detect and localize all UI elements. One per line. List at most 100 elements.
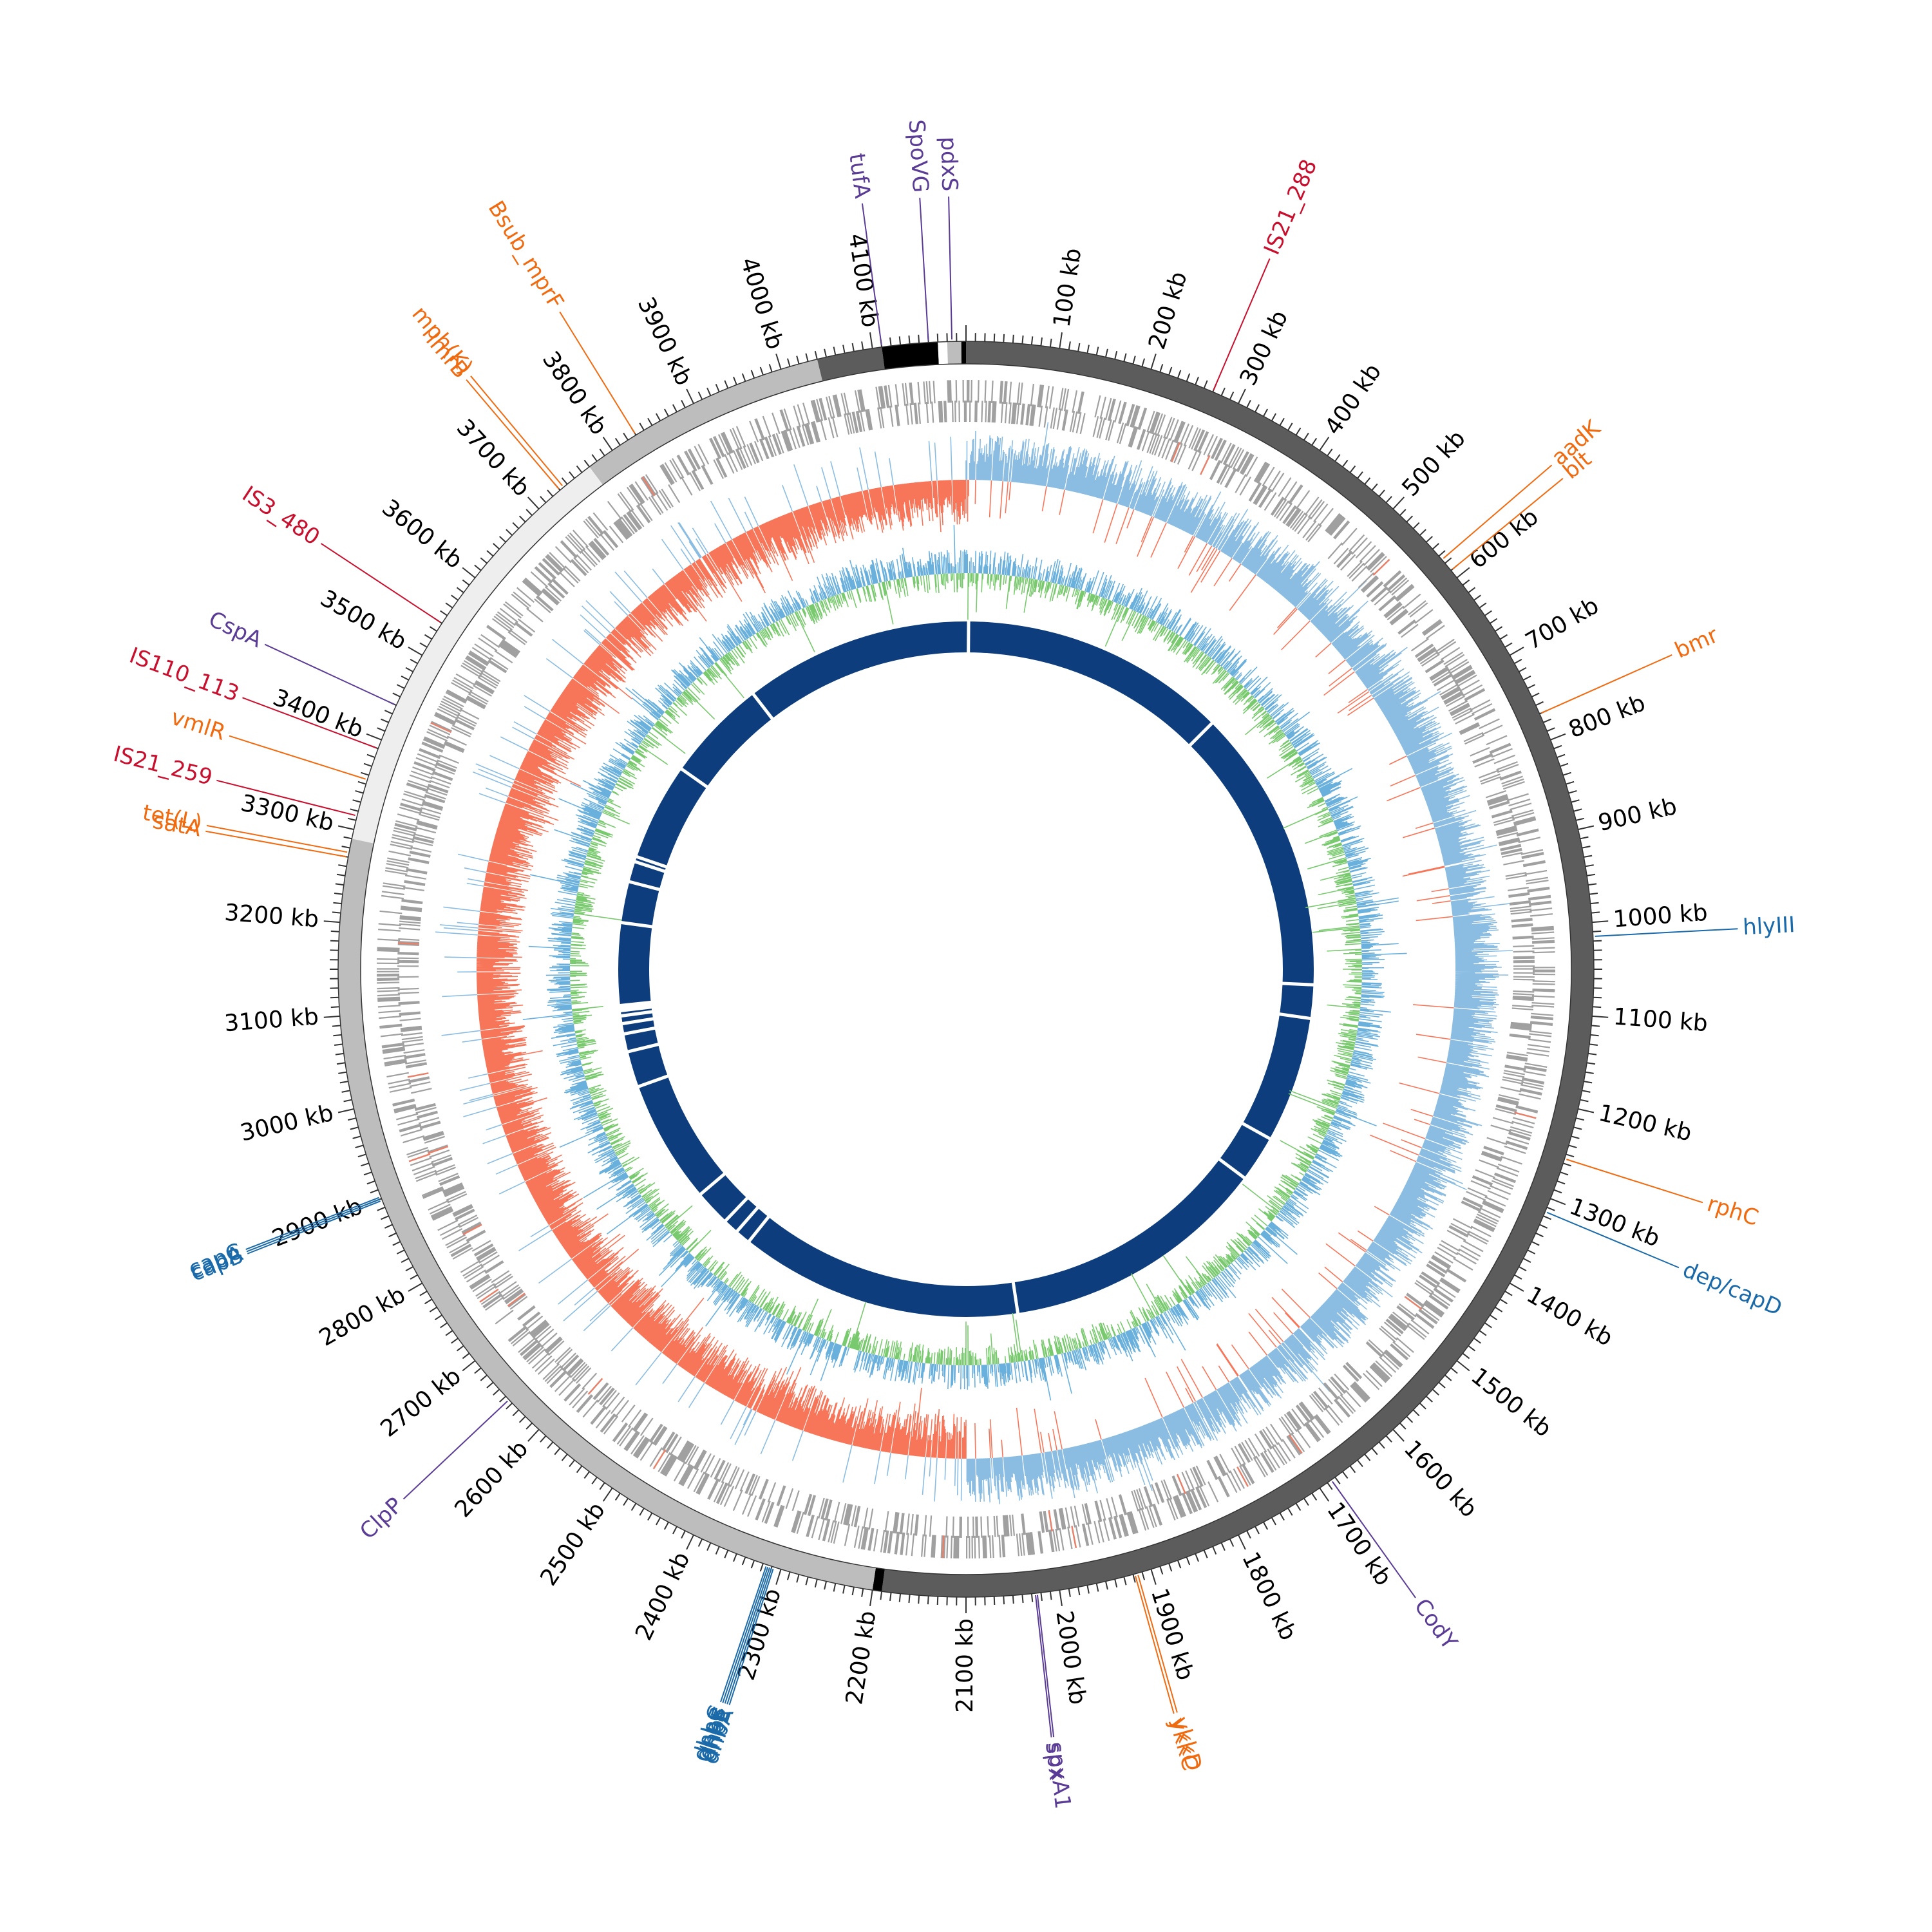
annotation-leader-12	[728, 1568, 774, 1705]
contig-gap-14	[620, 1016, 656, 1026]
annotation-leader-0	[1213, 258, 1271, 391]
gc-content-positive	[522, 525, 1407, 1401]
contig-gap-7	[746, 1213, 772, 1244]
annotation-leader-26	[264, 643, 395, 705]
annotation-leader-20	[245, 1197, 379, 1250]
annotation-leader-17	[402, 1400, 508, 1500]
annotation-leader-2	[1452, 478, 1564, 570]
annotation-leader-16	[720, 1566, 767, 1703]
backbone-segment-6	[882, 341, 939, 370]
backbone-segment-8	[947, 341, 961, 365]
annotation-leader-6	[1546, 1211, 1680, 1269]
track-gc-skew	[435, 422, 1513, 1504]
contig-gap-19	[618, 920, 655, 929]
cds-reverse-strand	[397, 400, 1535, 1539]
annotation-leader-13	[726, 1567, 772, 1705]
annotation-leader-11	[1035, 1595, 1052, 1738]
tick-label-3700: 3700 kb	[451, 415, 535, 502]
annotation-leader-23	[216, 779, 355, 817]
annotation-leader-31	[861, 203, 882, 345]
tick-label-1800: 1800 kb	[1236, 1548, 1302, 1645]
annotation-label-6: dep/capD	[1679, 1257, 1786, 1321]
backbone-segment-9	[961, 341, 966, 365]
contig-gap-1	[1187, 720, 1215, 748]
annotation-leader-9	[1135, 1575, 1175, 1714]
annotation-leader-32	[919, 198, 929, 341]
tick-label-3500: 3500 kb	[316, 585, 411, 656]
annotation-leader-8	[1137, 1575, 1178, 1713]
annotation-label-30: Bsub_mprF	[483, 196, 569, 314]
annotation-leader-15	[722, 1566, 769, 1703]
annotation-label-0: IS21_288	[1259, 156, 1322, 259]
tick-label-2100: 2100 kb	[952, 1618, 978, 1713]
annotation-leader-7	[1332, 1481, 1416, 1598]
tick-label-1100: 1100 kb	[1613, 1003, 1709, 1037]
annotation-label-5: rphC	[1704, 1191, 1761, 1231]
annotation-leader-30	[559, 311, 636, 434]
tick-label-1700: 1700 kb	[1321, 1497, 1397, 1590]
annotation-leader-28	[466, 379, 560, 489]
annotation-leader-19	[246, 1198, 380, 1253]
tick-label-1900: 1900 kb	[1146, 1586, 1198, 1683]
annotation-label-4: hlyIII	[1742, 912, 1795, 940]
contig-gap-16	[618, 1005, 654, 1013]
annotation-label-17: ClpP	[355, 1493, 408, 1545]
contig-gap-18	[617, 1000, 654, 1008]
track-contigs	[617, 618, 1316, 1317]
contig-gap-17	[618, 1003, 654, 1010]
contig-gap-4	[1240, 1121, 1273, 1142]
cds-forward-strand	[376, 379, 1556, 1559]
annotation-leader-3	[1541, 654, 1672, 714]
tick-label-2600: 2600 kb	[450, 1435, 533, 1522]
backbone-segment-4	[589, 359, 823, 485]
tick-label-1600: 1600 kb	[1399, 1435, 1482, 1522]
gc-content-negative	[569, 573, 1363, 1366]
annotation-label-22: tet(L)	[140, 800, 204, 837]
contig-gap-10	[697, 1171, 728, 1197]
contig-gap-8	[734, 1204, 761, 1235]
annotation-label-27: IS3_480	[238, 481, 325, 551]
contig-gap-24	[750, 691, 775, 722]
gc-skew-negative	[476, 479, 1454, 1459]
gene-annotations: IS21_288aadKbltbmrhlyIIIrphCdep/capDCodY…	[111, 118, 1795, 1810]
contig-gap-23	[678, 766, 710, 790]
tick-label-900: 900 kb	[1596, 793, 1680, 837]
tick-label-3100: 3100 kb	[223, 1003, 319, 1037]
annotation-label-25: IS110_113	[126, 643, 242, 707]
contig-gap-22	[634, 854, 670, 869]
annotation-label-9: ykkC	[1164, 1715, 1203, 1774]
annotation-leader-4	[1595, 928, 1738, 937]
contig-gap-11	[636, 1074, 671, 1089]
tick-label-2900: 2900 kb	[269, 1193, 366, 1253]
tick-label-3900: 3900 kb	[632, 293, 697, 390]
tick-label-200: 200 kb	[1144, 269, 1193, 352]
contig-gap-12	[625, 1042, 661, 1054]
tick-label-2400: 2400 kb	[630, 1548, 696, 1645]
tick-label-2700: 2700 kb	[375, 1363, 466, 1443]
tick-label-2800: 2800 kb	[315, 1282, 410, 1352]
tick-label-2200: 2200 kb	[841, 1609, 881, 1706]
tick-label-2000: 2000 kb	[1050, 1609, 1090, 1706]
tick-label-100: 100 kb	[1048, 247, 1086, 330]
annotation-leader-29	[470, 375, 563, 486]
tick-label-2500: 2500 kb	[535, 1497, 611, 1590]
track-backbone	[337, 341, 1595, 1598]
annotation-label-3: bmr	[1671, 622, 1722, 663]
contig-gap-21	[632, 859, 668, 874]
annotation-label-23: IS21_259	[111, 741, 215, 791]
contig-gap-20	[626, 879, 663, 892]
contig-gap-2	[1280, 981, 1316, 987]
tick-label-1400: 1400 kb	[1522, 1282, 1617, 1352]
annotation-label-32: SpoVG	[904, 118, 934, 193]
annotation-leader-14	[724, 1567, 770, 1704]
contig-gap-15	[618, 1010, 655, 1018]
tick-label-4000: 4000 kb	[735, 254, 788, 352]
contig-gap-3	[1276, 1012, 1313, 1021]
tick-label-500: 500 kb	[1397, 425, 1470, 502]
contig-gap-5	[1216, 1156, 1247, 1181]
annotation-leader-21	[205, 830, 346, 858]
annotation-leader-24	[229, 735, 366, 780]
annotation-label-11: spx	[1040, 1741, 1070, 1781]
cds-highlight	[397, 442, 1537, 1558]
